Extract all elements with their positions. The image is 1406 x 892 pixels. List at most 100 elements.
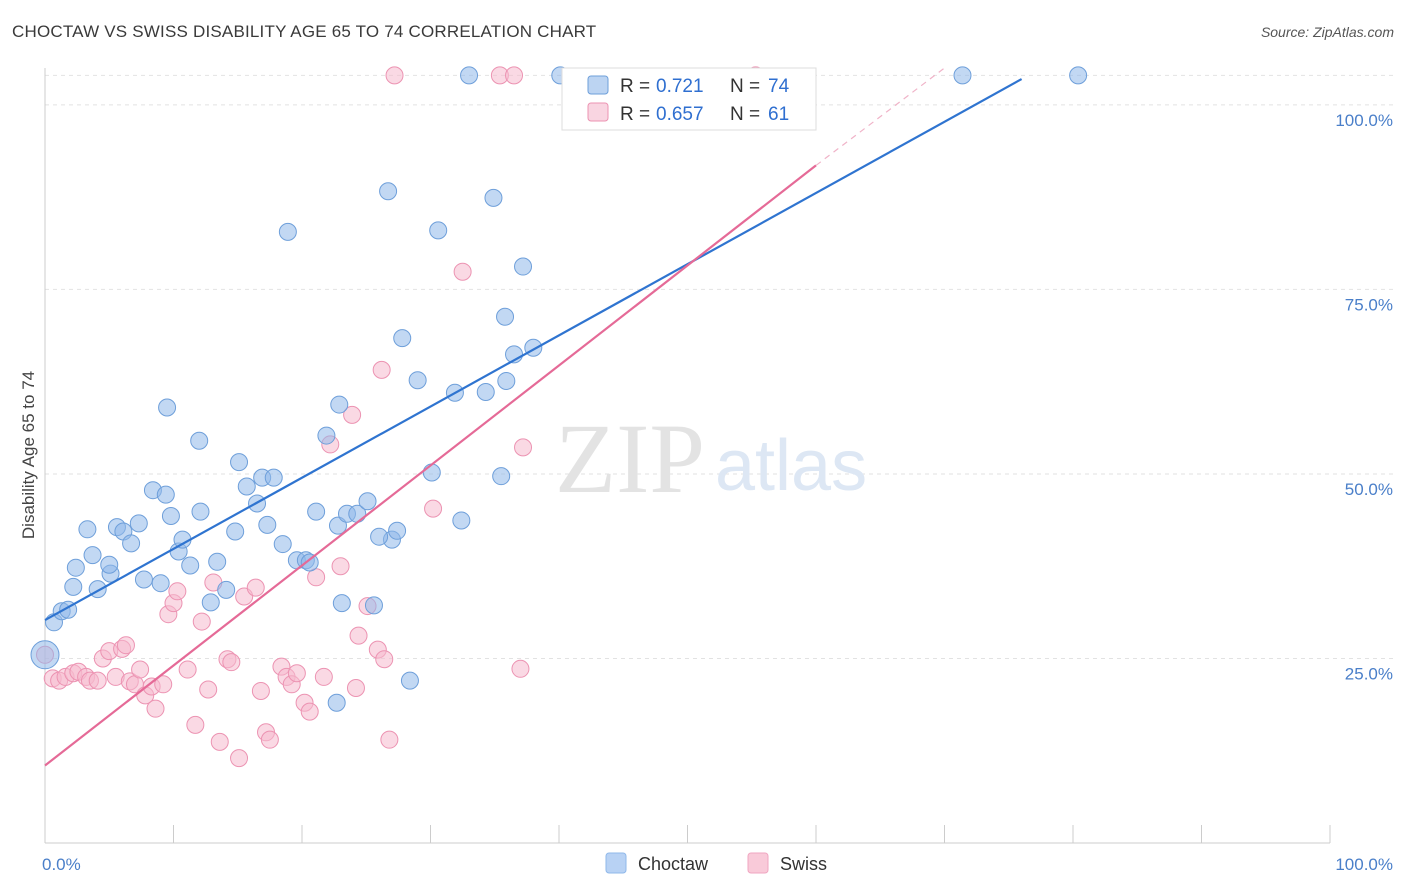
swiss-point-27 (199, 680, 218, 699)
y-tick-label-1: 50.0% (1345, 480, 1393, 499)
choctaw-point-17 (156, 485, 175, 504)
x-axis-ticks (44, 825, 1331, 843)
y-axis-title: Disability Age 65 to 74 (19, 371, 38, 539)
choctaw-point-13 (129, 514, 148, 533)
legend-swatch-choctaw (587, 75, 609, 95)
choctaw-point-29 (237, 477, 256, 496)
choctaw-point-57 (452, 511, 471, 530)
legend-n-value-swiss: 61 (768, 104, 789, 125)
swiss-point-23 (168, 582, 187, 601)
choctaw-point-12 (122, 534, 141, 553)
legend-r-value-choctaw: 0.721 (656, 76, 704, 97)
choctaw-point-21 (181, 556, 200, 575)
legend-r-value-swiss: 0.657 (656, 104, 704, 125)
swiss-point-49 (346, 679, 365, 697)
swiss-point-24 (178, 660, 197, 679)
choctaw-point-6 (78, 520, 97, 539)
y-tick-label-0: 25.0% (1345, 664, 1393, 683)
swiss-point-41 (287, 664, 306, 683)
legend-n-value-choctaw: 74 (768, 76, 790, 97)
legend-n-label-choctaw: N = (730, 76, 760, 97)
swiss-point-25 (186, 715, 205, 734)
choctaw-point-34 (273, 535, 292, 554)
choctaw-point-70 (327, 693, 346, 712)
swiss-point-26 (192, 612, 211, 631)
legend-n-label-swiss: N = (730, 104, 760, 125)
choctaw-point-7 (83, 546, 102, 565)
choctaw-point-18 (161, 507, 180, 526)
choctaw-point-28 (230, 453, 249, 472)
choctaw-point-53 (408, 371, 427, 390)
choctaw-point-48 (379, 182, 398, 201)
choctaw-point-58 (476, 383, 495, 402)
legend-swatch-swiss (587, 102, 609, 122)
legend-r-label-choctaw: R = (620, 76, 650, 97)
swiss-trend-extension (815, 67, 945, 166)
choctaw-point-25 (208, 552, 227, 571)
choctaw-point-68 (1069, 66, 1088, 85)
swiss-point-56 (385, 66, 404, 85)
swiss-point-32 (230, 749, 249, 768)
choctaw-point-24 (201, 593, 220, 612)
swiss-point-34 (246, 578, 265, 597)
choctaw-point-26 (217, 580, 236, 599)
choctaw-point-32 (258, 515, 277, 534)
swiss-trend-line (44, 164, 817, 767)
swiss-point-50 (349, 626, 368, 645)
swiss-point-16 (131, 660, 150, 679)
choctaw-point-54 (422, 463, 441, 482)
series-legend: Choctaw Swiss (605, 852, 827, 874)
x-tick-label-min: 0.0% (42, 855, 81, 874)
swiss-point-8 (88, 671, 107, 690)
choctaw-point-61 (497, 371, 516, 390)
swiss-point-31 (222, 653, 241, 672)
choctaw-point-40 (317, 426, 336, 445)
choctaw-point-46 (358, 492, 377, 511)
swiss-point-48 (343, 405, 362, 424)
choctaw-point-16 (151, 574, 170, 593)
choctaw-point-14 (134, 570, 153, 589)
swiss-point-62 (505, 66, 524, 85)
watermark-zip: ZIP (555, 403, 705, 514)
swiss-point-58 (453, 262, 472, 281)
choctaw-trend-line (44, 78, 1023, 622)
swiss-point-57 (424, 499, 443, 518)
choctaw-point-33 (264, 468, 283, 487)
swiss-point-54 (375, 650, 394, 669)
choctaw-point-62 (496, 307, 515, 326)
swiss-point-53 (372, 360, 391, 379)
choctaw-point-59 (484, 188, 503, 207)
bottom-legend-swatch-swiss (747, 852, 769, 874)
swiss-point-60 (511, 659, 530, 678)
choctaw-point-38 (300, 553, 319, 572)
bottom-legend-label-choctaw: Choctaw (638, 854, 709, 874)
bottom-legend-swatch-choctaw (605, 852, 627, 874)
choctaw-point-50 (388, 521, 407, 540)
choctaw-point-22 (190, 431, 209, 450)
swiss-point-55 (380, 730, 399, 749)
choctaw-point-5 (66, 558, 85, 577)
choctaw-point-4 (64, 577, 83, 596)
choctaw-points (30, 66, 1088, 712)
trend-lines (44, 67, 1023, 767)
choctaw-point-55 (429, 221, 448, 240)
y-tick-labels: 25.0% 50.0% 75.0% 100.0% (1335, 111, 1393, 684)
choctaw-point-43 (332, 594, 351, 613)
swiss-point-45 (314, 667, 333, 686)
choctaw-point-35 (278, 222, 297, 241)
choctaw-point-69 (460, 66, 479, 85)
swiss-point-37 (260, 730, 279, 749)
swiss-point-43 (300, 702, 319, 721)
choctaw-point-72 (158, 398, 177, 417)
swiss-point-59 (514, 438, 533, 457)
swiss-point-29 (210, 732, 229, 751)
choctaw-point-60 (492, 467, 511, 486)
y-tick-label-3: 100.0% (1335, 111, 1393, 130)
legend-r-label-swiss: R = (620, 104, 650, 125)
choctaw-point-27 (226, 522, 245, 541)
choctaw-point-0 (30, 640, 60, 670)
swiss-point-19 (146, 699, 165, 718)
swiss-point-47 (331, 557, 350, 576)
bottom-legend-label-swiss: Swiss (780, 854, 827, 874)
choctaw-point-67 (953, 66, 972, 85)
